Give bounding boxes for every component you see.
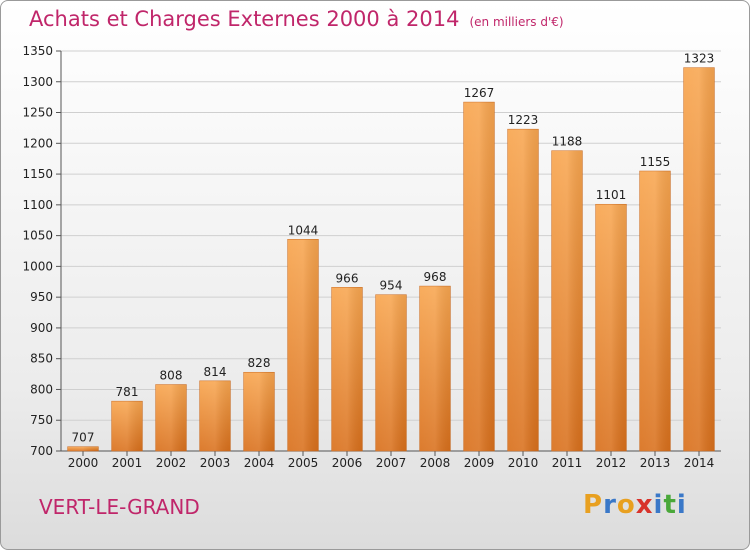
data-label: 966 xyxy=(336,271,359,285)
x-tick-label: 2007 xyxy=(376,456,407,470)
y-tick-label: 800 xyxy=(30,382,53,396)
bar-shine xyxy=(287,239,319,451)
x-tick-label: 2012 xyxy=(596,456,627,470)
logo-letter: i xyxy=(676,490,687,520)
y-tick-label: 1100 xyxy=(22,198,53,212)
data-label: 1223 xyxy=(508,113,539,127)
bar-shine xyxy=(199,380,231,451)
y-tick-label: 900 xyxy=(30,321,53,335)
x-tick-label: 2000 xyxy=(68,456,99,470)
data-label: 1044 xyxy=(288,223,319,237)
y-tick-label: 700 xyxy=(30,444,53,458)
bar-shine xyxy=(595,204,627,451)
x-tick-label: 2009 xyxy=(464,456,495,470)
y-tick-label: 1000 xyxy=(22,259,53,273)
chart-subtitle: (en milliers d'€) xyxy=(469,15,564,29)
logo-letter: o xyxy=(616,490,636,520)
labels: 700 750 800 850 900 950 1000 1050 1100 1150 1200 12… xyxy=(22,44,714,470)
bar-shine xyxy=(507,129,539,451)
proxiti-logo: Proxiti xyxy=(583,490,687,520)
data-label: 828 xyxy=(248,356,271,370)
bar-shine xyxy=(111,401,143,451)
bar-shine xyxy=(67,446,99,451)
data-label: 808 xyxy=(160,369,183,383)
data-label: 1101 xyxy=(596,188,627,202)
y-tick-label: 1250 xyxy=(22,106,53,120)
data-label: 707 xyxy=(72,431,95,445)
bar-shine xyxy=(463,102,495,452)
y-tick-label: 750 xyxy=(30,413,53,427)
x-tick-label: 2011 xyxy=(552,456,583,470)
x-tick-label: 2001 xyxy=(112,456,143,470)
bar-shine xyxy=(683,67,715,451)
location-name: VERT-LE-GRAND xyxy=(39,495,200,519)
logo-letter: t xyxy=(663,490,677,520)
y-tick-label: 1300 xyxy=(22,75,53,89)
bar-shine xyxy=(639,171,671,451)
bar-shine xyxy=(419,286,451,451)
bar-shine xyxy=(375,294,407,451)
data-label: 781 xyxy=(116,385,139,399)
bars xyxy=(67,67,715,452)
logo-letter: P xyxy=(583,490,604,520)
y-tick-label: 1050 xyxy=(22,229,53,243)
x-tick-label: 2013 xyxy=(640,456,671,470)
bar-shine xyxy=(551,150,583,451)
y-tick-label: 1200 xyxy=(22,136,53,150)
bar-shine xyxy=(155,384,187,451)
x-tick-label: 2003 xyxy=(200,456,231,470)
x-tick-label: 2010 xyxy=(508,456,539,470)
data-label: 968 xyxy=(424,270,447,284)
data-label: 1155 xyxy=(640,155,671,169)
y-tick-label: 1350 xyxy=(22,44,53,58)
data-label: 1267 xyxy=(464,86,495,100)
chart-title-text: Achats et Charges Externes 2000 à 2014 xyxy=(29,7,460,31)
x-tick-label: 2006 xyxy=(332,456,363,470)
bar-shine xyxy=(243,372,275,451)
x-tick-label: 2005 xyxy=(288,456,319,470)
x-tick-label: 2014 xyxy=(684,456,715,470)
x-tick-label: 2008 xyxy=(420,456,451,470)
y-tick-label: 950 xyxy=(30,290,53,304)
data-label: 1323 xyxy=(684,52,715,66)
x-tick-label: 2002 xyxy=(156,456,187,470)
logo-letter: i xyxy=(653,490,664,520)
data-label: 1188 xyxy=(552,135,583,149)
data-label: 954 xyxy=(380,279,403,293)
logo-letter: x xyxy=(635,490,654,520)
y-tick-label: 850 xyxy=(30,352,53,366)
data-label: 814 xyxy=(204,365,227,379)
x-tick-label: 2004 xyxy=(244,456,275,470)
chart-title: Achats et Charges Externes 2000 à 2014 (e… xyxy=(29,7,564,31)
y-tick-label: 1150 xyxy=(22,167,53,181)
logo-letter: r xyxy=(603,490,617,520)
bar-shine xyxy=(331,287,363,451)
